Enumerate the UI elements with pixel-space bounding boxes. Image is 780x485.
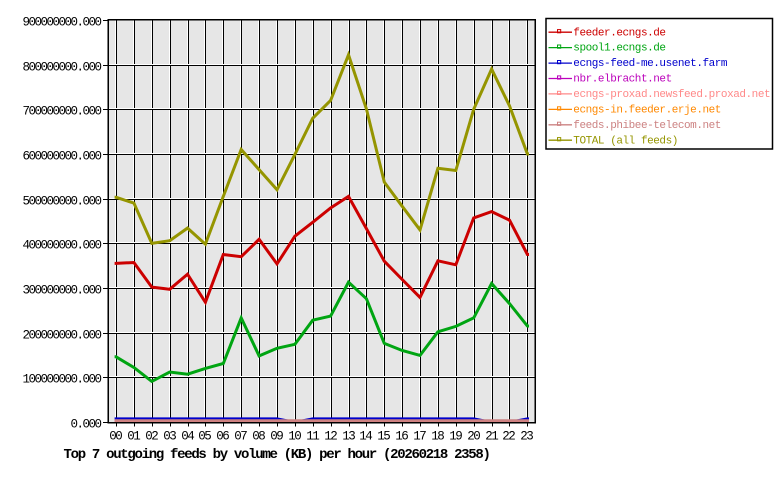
svg-text:04: 04	[181, 430, 194, 444]
svg-text:06: 06	[216, 430, 229, 444]
svg-text:19: 19	[449, 430, 462, 444]
svg-text:900000000.000: 900000000.000	[22, 15, 101, 29]
svg-text:0.000: 0.000	[70, 417, 101, 431]
svg-text:200000000.000: 200000000.000	[22, 328, 101, 342]
svg-text:03: 03	[163, 430, 176, 444]
svg-text:nbr.elbracht.net: nbr.elbracht.net	[573, 74, 671, 86]
svg-text:01: 01	[127, 430, 140, 444]
svg-text:spool1.ecngs.de: spool1.ecngs.de	[573, 43, 665, 55]
svg-text:feeds.phibee-telecom.net: feeds.phibee-telecom.net	[573, 120, 721, 132]
svg-text:02: 02	[145, 430, 158, 444]
svg-text:23: 23	[520, 430, 533, 444]
svg-text:300000000.000: 300000000.000	[22, 283, 101, 297]
svg-text:13: 13	[342, 430, 355, 444]
svg-text:100000000.000: 100000000.000	[22, 372, 101, 386]
svg-text:500000000.000: 500000000.000	[22, 194, 101, 208]
svg-text:12: 12	[324, 430, 337, 444]
svg-text:ecngs-in.feeder.erje.net: ecngs-in.feeder.erje.net	[573, 105, 721, 117]
svg-text:11: 11	[306, 430, 319, 444]
svg-text:TOTAL (all feeds): TOTAL (all feeds)	[573, 135, 678, 147]
svg-text:22: 22	[502, 430, 515, 444]
svg-text:Top 7 outgoing feeds by volume: Top 7 outgoing feeds by volume (KB) per …	[64, 447, 490, 463]
svg-text:14: 14	[359, 430, 372, 444]
svg-text:400000000.000: 400000000.000	[22, 238, 101, 252]
svg-text:09: 09	[270, 430, 283, 444]
svg-text:05: 05	[198, 430, 211, 444]
svg-text:18: 18	[431, 430, 444, 444]
svg-text:07: 07	[234, 430, 247, 444]
svg-text:15: 15	[377, 430, 390, 444]
svg-text:21: 21	[485, 430, 498, 444]
svg-text:00: 00	[109, 430, 122, 444]
svg-text:08: 08	[252, 430, 265, 444]
svg-text:16: 16	[395, 430, 408, 444]
svg-text:ecngs-feed-me.usenet.farm: ecngs-feed-me.usenet.farm	[573, 58, 728, 70]
svg-text:17: 17	[413, 430, 426, 444]
svg-text:ecngs-proxad.newsfeed.proxad.n: ecngs-proxad.newsfeed.proxad.net	[573, 89, 770, 101]
svg-text:700000000.000: 700000000.000	[22, 104, 101, 118]
svg-text:800000000.000: 800000000.000	[22, 60, 101, 74]
svg-text:10: 10	[288, 430, 301, 444]
svg-text:20: 20	[467, 430, 480, 444]
svg-text:600000000.000: 600000000.000	[22, 149, 101, 163]
svg-text:feeder.ecngs.de: feeder.ecngs.de	[573, 27, 665, 39]
